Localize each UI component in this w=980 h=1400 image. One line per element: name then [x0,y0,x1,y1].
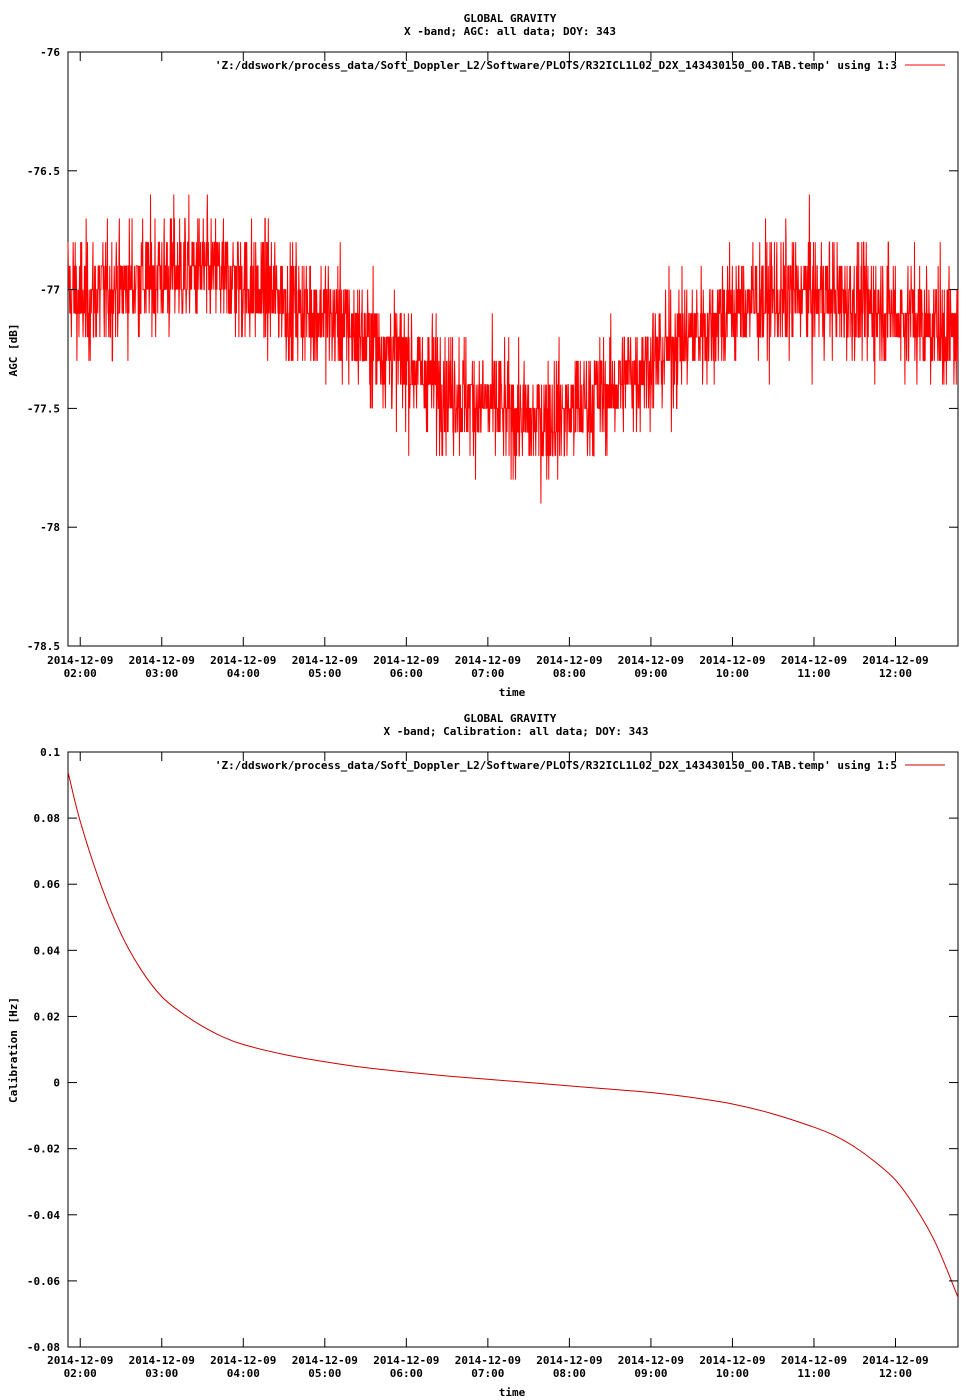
agc-x-tick-date: 2014-12-09 [781,654,847,667]
calibration-series-line [67,771,959,1298]
calibration-y-tick-label: 0.04 [34,944,61,957]
agc-x-tick-date: 2014-12-09 [373,654,439,667]
agc-y-tick-label: -78 [40,521,60,534]
agc-x-tick-date: 2014-12-09 [862,654,928,667]
agc-chart-subtitle: X -band; AGC: all data; DOY: 343 [404,25,616,38]
calibration-plot-area [67,751,959,1348]
calibration-y-tick-label: -0.04 [27,1209,60,1222]
agc-x-tick-date: 2014-12-09 [536,654,602,667]
agc-chart: GLOBAL GRAVITY X -band; AGC: all data; D… [7,12,959,699]
agc-y-axis-label: AGC [dB] [7,324,20,377]
agc-y-tick-label: -76.5 [27,165,60,178]
calibration-x-tick-date: 2014-12-09 [129,1354,195,1367]
calibration-x-tick-time: 02:00 [64,1367,97,1380]
agc-y-tick-label: -78.5 [27,640,60,653]
calibration-x-tick-date: 2014-12-09 [862,1354,928,1367]
calibration-x-tick-time: 07:00 [471,1367,504,1380]
agc-x-tick-date: 2014-12-09 [618,654,684,667]
agc-y-tick-label: -77.5 [27,402,60,415]
agc-x-tick-date: 2014-12-09 [292,654,358,667]
calibration-y-tick-label: 0.08 [34,812,61,825]
calibration-chart-title: GLOBAL GRAVITY [464,712,557,725]
calibration-chart-subtitle: X -band; Calibration: all data; DOY: 343 [384,725,649,738]
calibration-chart: GLOBAL GRAVITY X -band; Calibration: all… [7,712,959,1399]
agc-x-tick-date: 2014-12-09 [47,654,113,667]
agc-x-tick-time: 11:00 [797,667,830,680]
agc-legend-label: 'Z:/ddswork/process_data/Soft_Doppler_L2… [215,59,897,72]
agc-x-tick-time: 09:00 [634,667,667,680]
calibration-y-tick-label: -0.02 [27,1143,60,1156]
calibration-y-tick-label: 0 [53,1077,60,1090]
agc-series-line [67,194,959,504]
calibration-x-tick-date: 2014-12-09 [536,1354,602,1367]
agc-x-tick-date: 2014-12-09 [455,654,521,667]
calibration-x-axis-label: time [499,1386,526,1399]
agc-plot-area [67,51,959,647]
calibration-plot-frame [67,751,959,1348]
agc-x-tick-time: 06:00 [390,667,423,680]
agc-y-tick-label: -77 [40,284,60,297]
calibration-y-tick-label: 0.1 [40,746,60,759]
agc-x-tick-date: 2014-12-09 [699,654,765,667]
agc-x-tick-date: 2014-12-09 [129,654,195,667]
calibration-x-tick-time: 03:00 [145,1367,178,1380]
calibration-y-tick-label: 0.06 [34,878,61,891]
agc-y-tick-label: -76 [40,46,60,59]
agc-x-tick-time: 08:00 [553,667,586,680]
calibration-x-ticks: 2014-12-0902:002014-12-0903:002014-12-09… [47,752,929,1380]
agc-x-tick-time: 05:00 [308,667,341,680]
calibration-y-tick-label: -0.08 [27,1341,60,1354]
calibration-x-tick-time: 04:00 [227,1367,260,1380]
calibration-legend-label: 'Z:/ddswork/process_data/Soft_Doppler_L2… [215,759,897,772]
calibration-x-tick-time: 10:00 [716,1367,749,1380]
agc-x-tick-time: 02:00 [64,667,97,680]
calibration-x-tick-time: 06:00 [390,1367,423,1380]
calibration-y-tick-label: -0.06 [27,1275,60,1288]
calibration-x-tick-time: 05:00 [308,1367,341,1380]
agc-x-tick-time: 10:00 [716,667,749,680]
agc-legend: 'Z:/ddswork/process_data/Soft_Doppler_L2… [215,59,945,72]
calibration-y-tick-label: 0.02 [34,1010,61,1023]
calibration-x-tick-time: 12:00 [879,1367,912,1380]
calibration-x-tick-date: 2014-12-09 [47,1354,113,1367]
calibration-x-tick-date: 2014-12-09 [292,1354,358,1367]
agc-x-tick-time: 07:00 [471,667,504,680]
calibration-legend: 'Z:/ddswork/process_data/Soft_Doppler_L2… [215,759,945,772]
agc-chart-title: GLOBAL GRAVITY [464,12,557,25]
agc-x-tick-time: 04:00 [227,667,260,680]
agc-x-tick-date: 2014-12-09 [210,654,276,667]
calibration-x-tick-date: 2014-12-09 [455,1354,521,1367]
agc-x-tick-time: 03:00 [145,667,178,680]
agc-y-ticks: -76 -76.5 -77 -77.5 -78 -78.5 [27,46,958,653]
calibration-x-tick-time: 08:00 [553,1367,586,1380]
agc-x-tick-time: 12:00 [879,667,912,680]
calibration-x-tick-time: 09:00 [634,1367,667,1380]
agc-x-axis-label: time [499,686,526,699]
calibration-x-tick-date: 2014-12-09 [210,1354,276,1367]
calibration-y-axis-label: Calibration [Hz] [7,997,20,1103]
calibration-x-tick-date: 2014-12-09 [618,1354,684,1367]
calibration-x-tick-time: 11:00 [797,1367,830,1380]
calibration-x-tick-date: 2014-12-09 [373,1354,439,1367]
calibration-x-tick-date: 2014-12-09 [699,1354,765,1367]
agc-x-ticks: 2014-12-0902:002014-12-0903:002014-12-09… [47,52,929,680]
calibration-y-ticks: 0.1 0.08 0.06 0.04 0.02 0 -0.02 -0.04 -0.06 -0.08 [27,746,958,1354]
calibration-x-tick-date: 2014-12-09 [781,1354,847,1367]
